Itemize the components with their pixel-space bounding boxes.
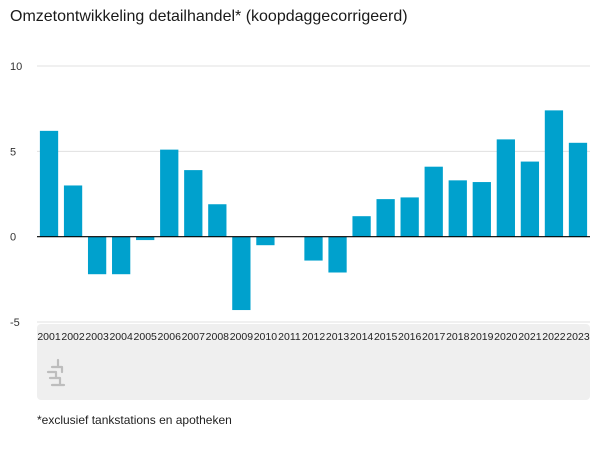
x-tick-label: 2012 — [302, 331, 326, 343]
bar-2004 — [112, 236, 131, 275]
bar-2006 — [160, 149, 179, 237]
x-tick-label: 2004 — [109, 331, 133, 343]
bar-2013 — [328, 236, 347, 273]
bar-2010 — [256, 236, 275, 246]
bar-2003 — [87, 236, 107, 275]
bars — [39, 110, 588, 311]
x-tick-label: 2020 — [494, 331, 518, 343]
x-tick-label: 2010 — [254, 331, 278, 343]
x-tick-label: 2021 — [518, 331, 542, 343]
x-tick-label: 2002 — [61, 331, 85, 343]
cbs-logo-shape — [46, 358, 66, 387]
x-tick-label: 2014 — [350, 331, 374, 343]
bar-2019 — [472, 182, 491, 237]
chart-title: Omzetontwikkeling detailhandel* (koopdag… — [10, 8, 408, 25]
bar-2001 — [39, 130, 59, 237]
x-tick-label: 2018 — [446, 331, 470, 343]
bar-2008 — [208, 204, 227, 237]
cbs-logo-icon — [46, 358, 66, 387]
bar-2005 — [136, 236, 155, 241]
bar-2022 — [544, 110, 564, 237]
bar-2020 — [496, 139, 515, 237]
x-tick-label: 2013 — [326, 331, 350, 343]
x-axis-ticks: 2001 2002 2003 2004 2005 2006 2007 2008 2009 2010… — [37, 331, 589, 343]
legend-band — [37, 324, 590, 400]
bar-2017 — [424, 166, 443, 237]
x-tick-label: 2005 — [134, 331, 158, 343]
bar-2021 — [520, 161, 540, 237]
x-tick-label: 2019 — [470, 331, 494, 343]
x-tick-label: 2003 — [85, 331, 109, 343]
y-tick-label: -5 — [10, 317, 20, 329]
x-tick-label: 2007 — [182, 331, 206, 343]
y-axis-ticks: 10 5 0 -5 — [10, 61, 22, 329]
bar-2016 — [400, 197, 419, 237]
bar-2002 — [63, 185, 83, 237]
bar-2007 — [184, 170, 203, 237]
x-tick-label: 2017 — [422, 331, 446, 343]
x-tick-label: 2015 — [374, 331, 398, 343]
footnote: *exclusief tankstations en apotheken — [37, 413, 232, 427]
y-tick-label: 5 — [10, 146, 16, 158]
x-tick-label: 2006 — [158, 331, 182, 343]
x-tick-label: 2011 — [278, 331, 301, 343]
bar-2014 — [352, 216, 371, 237]
bar-2009 — [232, 236, 251, 311]
x-tick-label: 2023 — [566, 331, 590, 343]
x-tick-label: 2001 — [37, 331, 61, 343]
bar-2023 — [568, 142, 588, 237]
bar-2015 — [376, 199, 395, 237]
y-tick-label: 10 — [10, 61, 22, 73]
bar-2012 — [304, 236, 323, 261]
x-tick-label: 2022 — [542, 331, 566, 343]
bar-2018 — [448, 180, 467, 237]
x-tick-label: 2016 — [398, 331, 422, 343]
x-tick-label: 2009 — [230, 331, 254, 343]
y-tick-label: 0 — [10, 232, 16, 244]
x-tick-label: 2008 — [206, 331, 230, 343]
